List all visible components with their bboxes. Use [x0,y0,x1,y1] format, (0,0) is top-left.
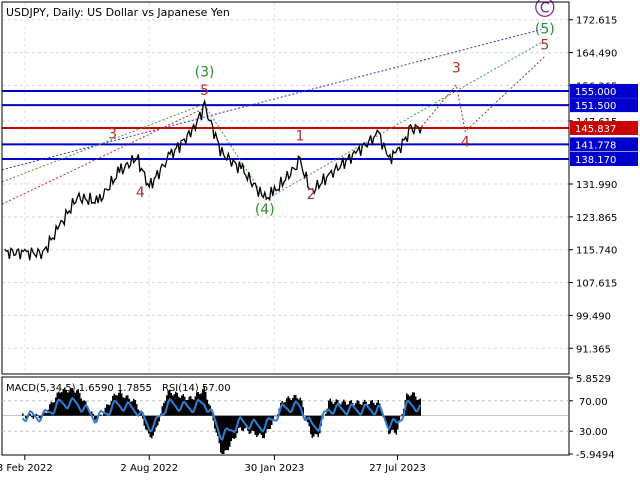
wave4-projection-line [204,104,266,199]
wave-label: (5) [535,21,555,37]
rsi-line [21,396,422,442]
price-tick-label: 164.490 [576,49,617,60]
wave-label: 4 [461,135,470,151]
wave3-channel-line [1,103,205,183]
price-tick-label: 115.740 [576,246,617,257]
rsi-polyline [21,396,422,442]
indicator-axis: 5.8529 -5.9494 70.00 30.00 [569,374,615,461]
level-tag-label: 141.778 [575,140,616,151]
price-line [4,98,423,261]
wave-label: 1 [296,128,305,144]
indicator-pane: MACD(5,34,5) 1.6590 1.7855 RSI(14) 57.00… [1,374,615,461]
level-price-tags: 155.000 151.500 145.837 141.778 138.170 [570,83,638,167]
main-pane-frame [1,1,570,375]
level-tag [570,152,638,167]
time-tick-label: 30 Jan 2023 [244,463,304,474]
wave-label: 4 [136,185,145,201]
upper-channel-line [1,29,542,171]
chart-title: USDJPY, Daily: US Dollar vs Japanese Yen [6,6,230,19]
forecast-path-line [421,56,546,133]
wave-label-circle [535,0,555,17]
rsi-label: RSI(14) 57.00 [162,383,231,394]
price-tick-label: 131.990 [576,180,617,191]
level-tag [570,121,638,136]
wave-label: C [540,0,550,16]
rsi-tick-label: 30.00 [579,427,608,438]
time-tick-label: 3 Feb 2022 [0,463,53,474]
level-tag-label: 155.000 [575,87,616,98]
wave-label: (4) [255,202,275,218]
macd-label: MACD(5,34,5) 1.6590 1.7855 [6,383,152,394]
level-tag [570,83,638,98]
wave-label: 5 [200,83,209,99]
time-tick-label: 2 Aug 2022 [120,463,178,474]
level-tag [570,98,638,113]
level-tag-label: 138.170 [575,155,616,166]
time-tick-label: 27 Jul 2023 [369,463,426,474]
rsi-tick-label: 70.00 [579,397,608,408]
price-grid [2,2,569,374]
price-tick-label: 91.365 [576,344,611,355]
wave-channel-lines [1,29,546,205]
macd-tick-label: 5.8529 [576,374,611,385]
wave-label: 3 [108,126,117,142]
wave-projection-line [1,107,205,205]
price-tick-label: 107.615 [576,279,617,290]
level-tag-label: 151.500 [575,101,616,112]
wave-label: 3 [452,61,461,77]
level-tag-label: 145.837 [575,124,616,135]
price-series [4,98,423,261]
time-axis: 3 Feb 2022 2 Aug 2022 30 Jan 2023 27 Jul 20… [0,455,426,474]
level-tag [570,137,638,152]
wave-label: 2 [307,187,316,203]
wave5-projection-line [264,42,542,201]
price-tick-label: 99.490 [576,311,611,322]
price-tick-label: 172.615 [576,16,617,27]
price-tick-label: 123.865 [576,213,617,224]
wave-label: 5 [540,38,549,54]
wave-label: (3) [195,65,215,81]
macd-tick-label: -5.9494 [576,450,615,461]
